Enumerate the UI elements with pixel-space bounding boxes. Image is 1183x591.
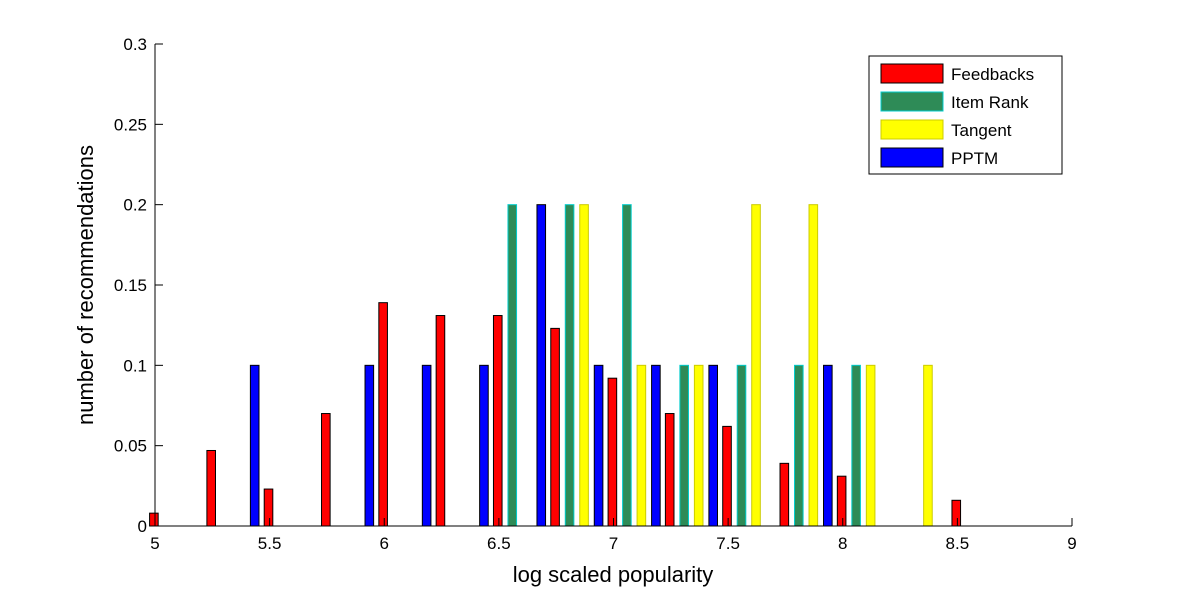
y-tick-label: 0 — [138, 517, 147, 536]
bar-pptm-8 — [651, 364, 661, 527]
bar-feedbacks-6 — [492, 315, 503, 527]
legend-swatch-tangent — [880, 119, 944, 140]
legend-label-pptm: PPTM — [951, 149, 998, 168]
y-tick-label: 0.25 — [114, 115, 147, 134]
bar-pptm-4 — [421, 364, 432, 527]
x-tick-label: 9 — [1067, 534, 1076, 553]
legend: Feedbacks Item Rank Tangent PPTM — [868, 55, 1063, 175]
legend-label-item-rank: Item Rank — [951, 93, 1029, 112]
bar-feedbacks-7 — [550, 327, 560, 527]
legend-label-feedbacks: Feedbacks — [951, 65, 1034, 84]
x-tick-label: 7.5 — [716, 534, 740, 553]
bar-tangent-10 — [751, 204, 761, 527]
bar-feedbacks-10 — [722, 425, 732, 527]
bar-pptm-9 — [708, 364, 718, 527]
y-axis-label: number of recommendations — [73, 145, 98, 425]
bar-feedbacks-4 — [378, 302, 388, 527]
bar-item-rank-8 — [622, 204, 632, 527]
y-tick-label: 0.05 — [114, 437, 147, 456]
y-tick-label: 0.3 — [123, 35, 147, 54]
bar-feedbacks-2 — [263, 488, 274, 527]
bar-item-rank-12 — [851, 364, 861, 527]
bar-tangent-9 — [693, 364, 704, 527]
legend-swatch-item-rank — [880, 91, 944, 112]
bar-tangent-13 — [923, 364, 933, 527]
legend-swatch-feedbacks — [880, 63, 944, 84]
bar-tangent-11 — [808, 204, 819, 527]
legend-label-tangent: Tangent — [951, 121, 1012, 140]
bar-pptm-7 — [593, 364, 604, 527]
bar-feedbacks-14 — [951, 499, 962, 527]
bar-pptm-3 — [364, 364, 375, 527]
bar-item-rank-11 — [794, 364, 804, 527]
y-tick-label: 0.1 — [123, 356, 147, 375]
bar-tangent-7 — [579, 204, 589, 527]
bar-feedbacks-9 — [664, 413, 675, 527]
bar-feedbacks-0 — [149, 512, 159, 527]
bar-item-rank-10 — [736, 364, 747, 527]
y-tick-label: 0.15 — [114, 276, 147, 295]
x-tick-label: 8.5 — [946, 534, 970, 553]
x-tick-label: 5 — [150, 534, 159, 553]
bar-pptm-1 — [249, 364, 260, 527]
bar-pptm-6 — [536, 204, 547, 527]
bar-feedbacks-5 — [435, 315, 446, 527]
x-tick-label: 8 — [838, 534, 847, 553]
bar-feedbacks-11 — [779, 462, 790, 527]
x-tick-label: 6 — [380, 534, 389, 553]
bar-item-rank-7 — [564, 204, 575, 527]
bar-item-rank-6 — [507, 204, 518, 527]
x-tick-label: 7 — [609, 534, 618, 553]
bar-pptm-11 — [823, 364, 833, 527]
bar-tangent-12 — [865, 364, 876, 527]
x-tick-label: 6.5 — [487, 534, 511, 553]
x-tick-label: 5.5 — [258, 534, 282, 553]
legend-swatch-pptm — [880, 147, 944, 168]
bar-feedbacks-1 — [206, 449, 216, 527]
x-axis-label: log scaled popularity — [513, 562, 714, 587]
bar-tangent-8 — [636, 364, 647, 527]
y-tick-label: 0.2 — [123, 196, 147, 215]
bar-item-rank-9 — [679, 364, 689, 527]
ticks-group: 5 5.5 6 6.5 7 7.5 8 8.5 9 0 0.05 0.1 0.15 0.2 0.25 0.3 — [114, 35, 1077, 553]
bar-pptm-5 — [479, 364, 489, 527]
bar-feedbacks-8 — [607, 377, 618, 527]
bar-feedbacks-12 — [836, 475, 847, 527]
bar-feedbacks-3 — [321, 413, 331, 527]
